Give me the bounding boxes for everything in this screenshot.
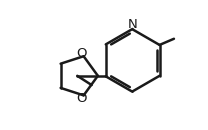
Text: O: O	[76, 47, 87, 60]
Text: N: N	[128, 18, 138, 31]
Text: O: O	[76, 92, 87, 105]
